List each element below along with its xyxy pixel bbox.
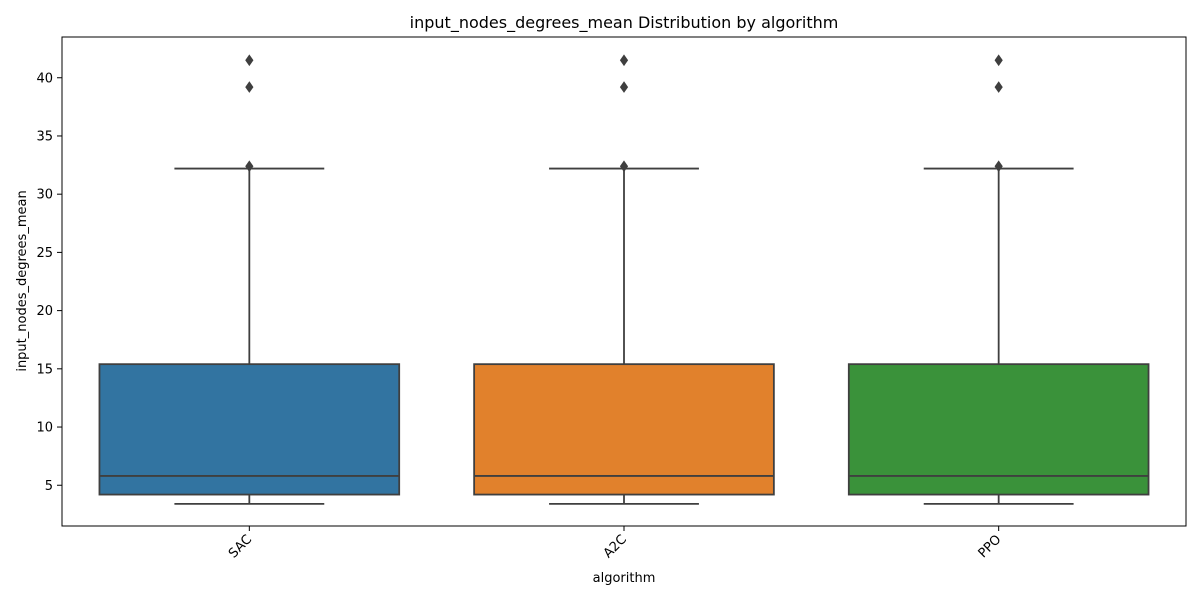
outlier-point — [994, 81, 1003, 93]
y-tick-label: 35 — [36, 129, 53, 144]
plot-area — [98, 54, 1150, 505]
box-group-a2c — [473, 54, 775, 505]
outlier-point — [619, 54, 629, 67]
iqr-box — [473, 363, 775, 496]
outlier-point — [619, 160, 629, 173]
outlier-point — [994, 54, 1003, 67]
outlier-point — [994, 160, 1003, 173]
iqr-box — [98, 363, 401, 496]
y-tick-label: 25 — [36, 246, 53, 261]
box-group-sac — [98, 54, 401, 505]
y-tick-label: 30 — [36, 188, 53, 203]
outlier-point — [619, 81, 629, 93]
y-tick-label: 5 — [45, 479, 53, 494]
x-tick-label: A2C — [601, 532, 630, 561]
y-axis: 5 10 15 20 25 30 35 40 — [36, 71, 62, 494]
y-tick-label: 10 — [36, 421, 53, 436]
iqr-box — [847, 363, 1150, 496]
outlier-point — [245, 54, 254, 67]
x-tick-label: PPO — [976, 532, 1005, 561]
y-tick-label: 20 — [36, 304, 53, 319]
box-group-ppo — [847, 54, 1150, 505]
y-tick-label: 15 — [36, 362, 53, 377]
y-tick-label: 40 — [36, 71, 53, 86]
x-axis-label: algorithm — [593, 571, 656, 586]
x-axis: SAC A2C PPO — [226, 526, 1005, 561]
outlier-point — [245, 81, 254, 93]
outlier-point — [245, 160, 254, 173]
chart-title: input_nodes_degrees_mean Distribution by… — [410, 13, 839, 33]
y-axis-label: input_nodes_degrees_mean — [15, 190, 30, 371]
x-tick-label: SAC — [226, 532, 255, 561]
